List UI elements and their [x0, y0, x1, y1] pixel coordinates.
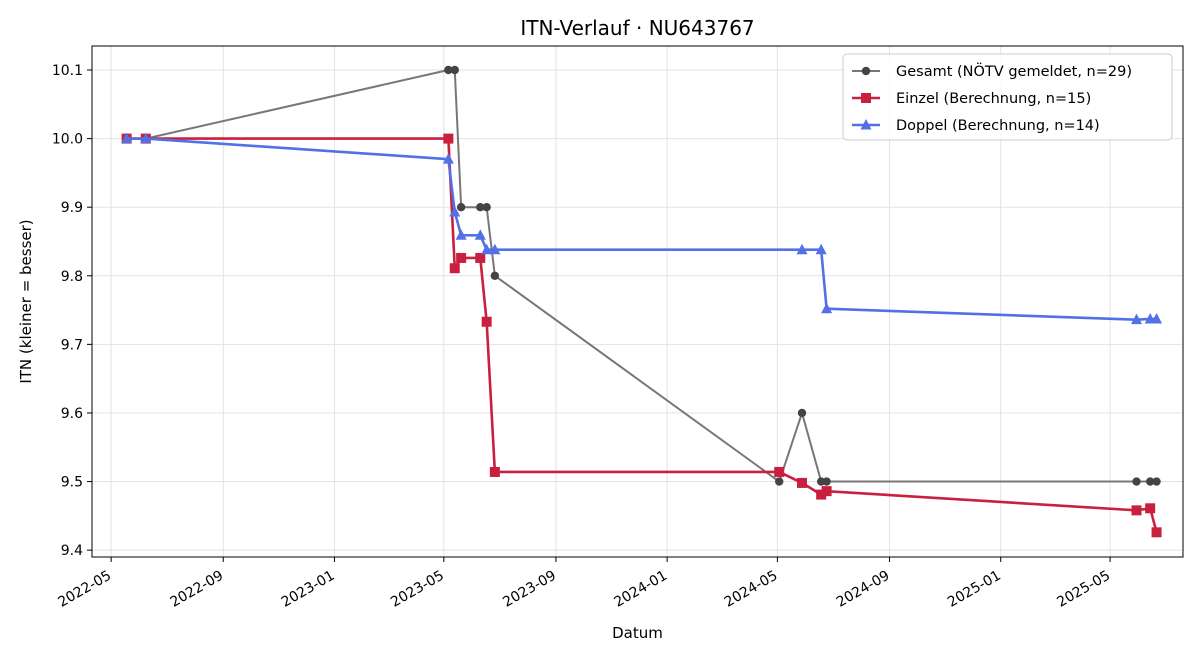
legend: Gesamt (NÖTV gemeldet, n=29) Einzel (Bere…	[842, 53, 1173, 141]
series-line	[126, 137, 1157, 321]
data-point	[775, 477, 784, 486]
data-point	[489, 466, 500, 477]
data-point	[474, 229, 486, 240]
legend-label: Einzel (Berechnung, n=15)	[896, 91, 1091, 107]
data-point	[442, 153, 454, 164]
legend-item: Doppel (Berechnung, n=14)	[852, 118, 1100, 134]
y-tick-label: 10.1	[52, 63, 83, 79]
legend-marker	[861, 93, 871, 103]
data-point	[121, 132, 133, 144]
data-point	[450, 65, 459, 75]
data-point	[456, 202, 466, 212]
y-tick-label: 9.6	[61, 406, 83, 422]
data-point	[774, 466, 785, 477]
data-point	[449, 263, 460, 274]
legend-label: Doppel (Berechnung, n=14)	[896, 118, 1100, 134]
data-point	[1131, 505, 1142, 516]
plot-frame	[91, 45, 1184, 558]
data-point	[481, 316, 492, 327]
data-point	[821, 302, 833, 314]
y-axis-title: ITN (kleiner = besser)	[17, 219, 35, 383]
data-point	[455, 229, 467, 240]
y-tick-label: 9.9	[61, 200, 83, 216]
y-axis: 9.4 9.5 9.6 9.7 9.8 9.9 10.0 10.1	[52, 63, 92, 559]
data-point	[797, 477, 808, 488]
x-axis-title: Datum	[612, 624, 663, 642]
legend-box	[842, 53, 1173, 141]
y-tick-label: 9.8	[61, 269, 83, 285]
data-point	[1131, 313, 1143, 325]
legend-marker	[860, 119, 872, 130]
data-point	[1132, 477, 1141, 486]
data-point	[489, 243, 501, 255]
data-point	[821, 486, 832, 497]
data-point	[444, 65, 453, 75]
data-point	[1152, 477, 1161, 486]
series-layer	[121, 65, 1163, 538]
y-tick-label: 9.5	[61, 475, 83, 491]
data-point	[1151, 312, 1163, 324]
data-point	[815, 243, 827, 255]
data-point	[443, 133, 454, 144]
data-point	[796, 243, 808, 255]
legend-item: Einzel (Berechnung, n=15)	[852, 91, 1091, 107]
data-point	[1151, 527, 1162, 538]
data-point	[482, 202, 491, 212]
legend-label: Gesamt (NÖTV gemeldet, n=29)	[896, 62, 1132, 80]
legend-item: Gesamt (NÖTV gemeldet, n=29)	[852, 62, 1132, 80]
y-tick-label: 9.4	[61, 543, 83, 559]
data-point	[822, 477, 831, 486]
data-point	[449, 205, 461, 217]
data-point	[140, 132, 152, 144]
data-point	[1145, 503, 1156, 514]
data-point	[1145, 477, 1155, 486]
data-point	[456, 252, 467, 263]
data-point	[476, 202, 485, 212]
data-point	[797, 408, 807, 418]
y-tick-label: 10.0	[52, 132, 83, 148]
chart-title: ITN-Verlauf · NU643767	[520, 16, 754, 40]
data-point	[475, 252, 486, 263]
data-point	[481, 243, 493, 255]
series-triangle	[121, 132, 1163, 325]
data-point	[490, 271, 500, 280]
data-point	[816, 489, 827, 500]
legend-marker	[861, 66, 871, 76]
y-tick-label: 9.7	[61, 337, 83, 353]
